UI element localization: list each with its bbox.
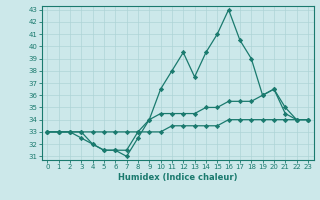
X-axis label: Humidex (Indice chaleur): Humidex (Indice chaleur) bbox=[118, 173, 237, 182]
